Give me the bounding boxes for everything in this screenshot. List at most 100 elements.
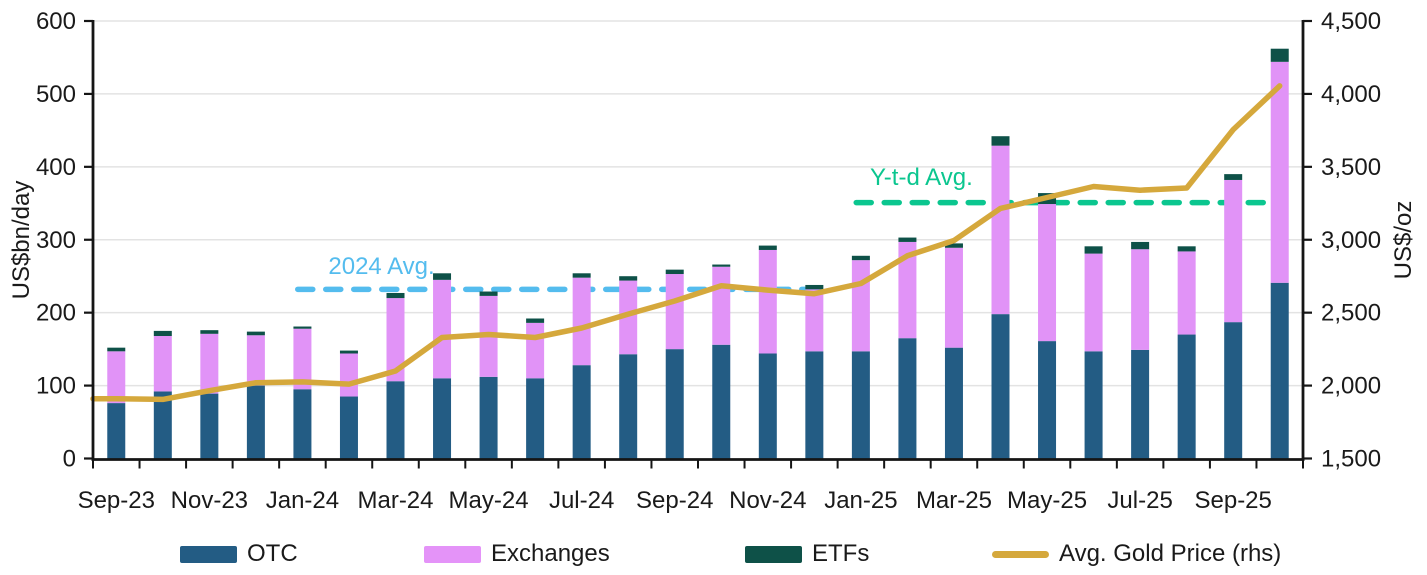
- bar-segment-otc-Sep-25: [1224, 322, 1243, 459]
- bar-segment-otc-Aug-25: [1177, 334, 1196, 459]
- bar-segment-otc-Apr-24: [433, 378, 452, 459]
- legend-item-etfs: ETFs: [745, 538, 869, 570]
- bar-segment-etfs-Jun-25: [1084, 246, 1103, 254]
- left-axis-tick-label: 200: [36, 300, 76, 327]
- bar-segment-exchanges-Mar-25: [944, 247, 963, 348]
- bar-segment-exchanges-Dec-24: [805, 289, 824, 352]
- left-axis-tick-label: 600: [36, 8, 76, 35]
- bar-segment-otc-Feb-25: [898, 338, 917, 459]
- x-axis-tick-label: Jul-25: [1107, 487, 1172, 514]
- x-axis-tick-label: Jan-25: [824, 487, 897, 514]
- bar-segment-etfs-Oct-24: [712, 264, 731, 267]
- bar-segment-etfs-Oct-23: [153, 330, 172, 336]
- bar-segment-etfs-Jul-25: [1131, 241, 1150, 250]
- bar-segment-otc-Sep-24: [665, 349, 684, 459]
- bar-segment-exchanges-Feb-25: [898, 241, 917, 339]
- legend-item-otc: OTC: [180, 538, 298, 570]
- otc-swatch: [180, 545, 237, 563]
- bar-segment-etfs-Aug-24: [619, 276, 638, 281]
- x-axis-tick-label: Sep-25: [1194, 487, 1271, 514]
- bar-segment-etfs-Jul-24: [572, 273, 591, 278]
- etfs-swatch: [745, 545, 802, 563]
- bar-segment-otc-Aug-24: [619, 354, 638, 459]
- bar-segment-etfs-Sep-23: [107, 347, 126, 352]
- x-axis-tick-label: Jan-24: [266, 487, 339, 514]
- bar-segment-exchanges-Sep-24: [665, 274, 684, 350]
- bar-segment-exchanges-Aug-24: [619, 280, 638, 355]
- legend-label-gold-price: Avg. Gold Price (rhs): [1059, 540, 1282, 567]
- bar-segment-otc-May-25: [1038, 341, 1057, 459]
- bar-segment-otc-May-24: [479, 376, 498, 459]
- bar-segment-etfs-Jun-24: [526, 318, 545, 323]
- bar-segment-otc-Jun-25: [1084, 351, 1103, 459]
- right-axis-tick-label: 4,000: [1321, 81, 1381, 108]
- bar-segment-exchanges-Sep-25: [1224, 179, 1243, 323]
- bar-segment-etfs-Feb-25: [898, 237, 917, 242]
- bar-segment-exchanges-Apr-24: [433, 279, 452, 379]
- left-axis-tick-label: 300: [36, 227, 76, 254]
- x-axis-tick-label: Sep-24: [636, 487, 713, 514]
- bar-segment-etfs-Dec-23: [246, 331, 265, 336]
- bar-segment-otc-Sep-23: [107, 403, 126, 459]
- x-axis-tick-label: Mar-24: [357, 487, 433, 514]
- bar-segment-otc-Jun-24: [526, 378, 545, 459]
- bar-segment-otc-Feb-24: [339, 396, 358, 459]
- left-axis-tick-label: 0: [63, 446, 76, 473]
- left-axis-tick-label: 400: [36, 154, 76, 181]
- left-axis-title: US$bn/day: [8, 180, 35, 300]
- bar-segment-otc-Jan-24: [293, 389, 312, 459]
- bar-segment-otc-Oct-23: [153, 391, 172, 459]
- bar-segment-otc-Jul-25: [1131, 349, 1150, 459]
- bar-segment-otc-Jan-25: [851, 351, 870, 459]
- gold-price-line-swatch: [992, 550, 1049, 558]
- bar-segment-etfs-Jan-25: [851, 255, 870, 261]
- bar-segment-otc-Apr-25: [991, 314, 1010, 459]
- bar-segment-etfs-Apr-24: [433, 273, 452, 280]
- bar-segment-etfs-Nov-23: [200, 330, 219, 334]
- bar-segment-etfs-Nov-24: [758, 245, 777, 250]
- right-axis-tick-label: 1,500: [1321, 446, 1381, 473]
- bar-segment-etfs-Sep-24: [665, 269, 684, 275]
- bar-segment-exchanges-Jun-24: [526, 322, 545, 379]
- annotation-ytd-avg-label: Y-t-d Avg.: [870, 163, 973, 191]
- bar-segment-etfs-Apr-25: [991, 136, 1010, 146]
- right-axis-tick-label: 2,000: [1321, 373, 1381, 400]
- right-axis-tick-label: 4,500: [1321, 8, 1381, 35]
- bar-segment-otc-Oct-25: [1270, 282, 1289, 459]
- bar-segment-exchanges-Aug-25: [1177, 251, 1196, 335]
- bar-segment-etfs-Dec-24: [805, 284, 824, 290]
- bar-segment-exchanges-Jul-24: [572, 277, 591, 366]
- right-axis-tick-label: 2,500: [1321, 300, 1381, 327]
- bar-segment-exchanges-Jun-25: [1084, 253, 1103, 352]
- bar-segment-exchanges-May-25: [1038, 204, 1057, 342]
- bar-segment-exchanges-Mar-24: [386, 298, 405, 382]
- bar-segment-etfs-Aug-25: [1177, 246, 1196, 252]
- bar-segment-exchanges-Nov-24: [758, 249, 777, 354]
- bar-segment-exchanges-Oct-25: [1270, 61, 1289, 283]
- bar-segment-etfs-Oct-25: [1270, 48, 1289, 62]
- right-axis-tick-label: 3,500: [1321, 154, 1381, 181]
- bar-segment-etfs-Mar-25: [944, 243, 963, 248]
- bar-segment-exchanges-Jul-25: [1131, 249, 1150, 350]
- bar-segment-exchanges-Jan-25: [851, 260, 870, 352]
- legend-label-otc: OTC: [247, 540, 298, 567]
- legend-label-etfs: ETFs: [812, 540, 870, 567]
- bar-segment-exchanges-Apr-25: [991, 145, 1010, 315]
- left-axis-tick-label: 100: [36, 373, 76, 400]
- avg-gold-price-line: [90, 83, 1283, 403]
- bar-segment-otc-Mar-24: [386, 381, 405, 459]
- bar-segment-otc-Nov-23: [200, 393, 219, 459]
- x-axis-tick-label: Sep-23: [78, 487, 155, 514]
- bar-segment-otc-Mar-25: [944, 347, 963, 459]
- bar-segment-otc-Oct-24: [712, 344, 731, 459]
- exchanges-swatch: [424, 545, 481, 563]
- right-axis-title: US$/oz: [1390, 200, 1417, 280]
- bar-segment-otc-Jul-24: [572, 365, 591, 459]
- left-axis-tick-label: 500: [36, 81, 76, 108]
- bar-segment-otc-Dec-24: [805, 351, 824, 459]
- x-axis-tick-label: Nov-23: [171, 487, 248, 514]
- annotation-2024-avg-label: 2024 Avg.: [328, 253, 435, 281]
- bar-segment-exchanges-Feb-24: [339, 353, 358, 397]
